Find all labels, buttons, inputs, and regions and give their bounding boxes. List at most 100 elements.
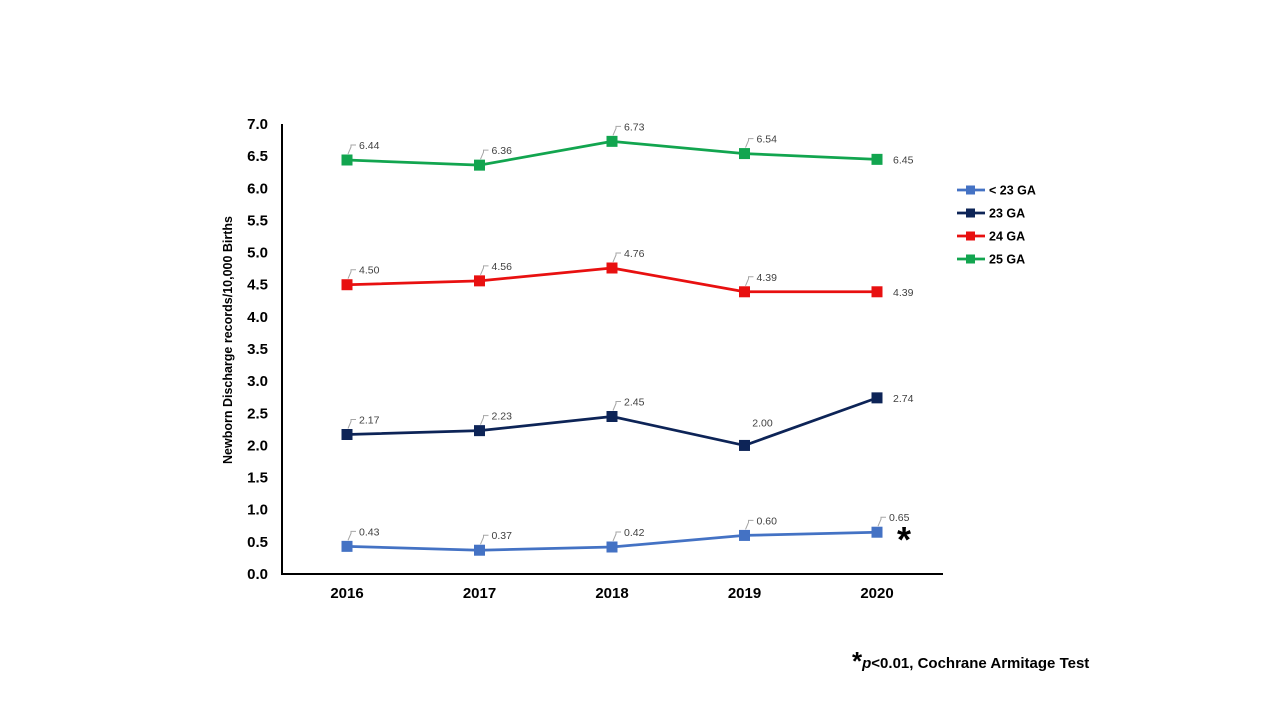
data-point [341,540,353,552]
x-tick-label: 2018 [595,585,628,602]
data-label: 2.45 [624,397,645,409]
legend-item-2: 24 GA [957,230,1025,244]
series-3 [341,135,883,171]
leader-line [612,125,621,136]
data-label: 4.56 [492,261,513,273]
leader-line [745,276,754,286]
data-point [341,429,353,440]
data-label: 2.23 [492,411,513,423]
leader-line [612,252,621,263]
leader-line [347,269,356,279]
leader-line [347,419,356,429]
x-tick-label: 2019 [728,585,761,602]
data-point [606,262,618,274]
y-tick-label: 5.0 [247,245,268,262]
leader-line [480,534,489,545]
series-1 [341,392,883,451]
data-point [606,541,618,553]
y-tick-label: 6.5 [247,148,268,165]
y-axis-ticks: 0.0 0.5 1.0 1.5 2.0 2.5 3.0 3.5 4.0 4.5 5.0 5.5 6.0 6… [247,116,268,583]
legend: < 23 GA 23 GA 24 GA 25 GA [957,184,1036,267]
y-tick-label: 4.0 [247,309,268,326]
leader-line [745,519,754,530]
data-label: 0.65 [889,512,910,524]
y-tick-label: 2.5 [247,405,268,422]
leader-line [347,144,356,155]
data-point [606,411,618,422]
data-label: 4.39 [757,272,778,284]
data-label: 0.43 [359,526,380,538]
y-axis-title: Newborn Discharge records/10,000 Births [221,216,235,464]
data-point [871,153,883,165]
legend-marker [966,254,975,264]
x-axis-ticks: 2016 2017 2018 2019 2020 [330,585,893,602]
leader-line [612,401,621,411]
data-label: 4.39 [893,287,914,299]
leader-line [480,149,489,160]
legend-marker [966,231,975,241]
footnote-p: p [862,655,872,672]
y-tick-label: 0.5 [247,534,268,551]
data-point [739,529,750,541]
footnote: *p<0.01, Cochrane Armitage Test [852,646,1089,677]
data-label: 6.44 [359,140,380,152]
y-tick-label: 3.5 [247,341,268,358]
footnote-text: <0.01, Cochrane Armitage Test [871,655,1090,672]
legend-label: 24 GA [989,230,1025,244]
data-label: 2.00 [752,417,773,429]
annotations: * [897,519,911,560]
leader-line [480,415,489,425]
legend-item-1: 23 GA [957,207,1025,221]
data-label: 4.50 [359,265,380,277]
leader-line [877,516,886,527]
legend-label: < 23 GA [989,184,1036,198]
leader-line [347,530,356,541]
data-point [341,279,353,291]
data-point [739,439,750,451]
y-tick-label: 0.0 [247,566,268,583]
y-tick-label: 4.5 [247,277,268,294]
legend-item-3: 25 GA [957,253,1025,267]
legend-marker [966,208,975,218]
significance-asterisk: * [897,519,911,560]
legend-marker [966,185,975,195]
legend-item-0: < 23 GA [957,184,1036,198]
data-point [739,286,750,298]
y-tick-label: 5.5 [247,212,268,229]
data-labels: 0.43 0.37 0.42 0.60 0.65 2.17 2.23 2.45 2.00 2.74… [347,121,914,545]
data-label: 6.54 [757,134,778,146]
data-point [341,154,353,166]
data-label: 2.17 [359,415,380,427]
leader-line [745,138,754,148]
axes [281,124,943,575]
data-point [871,286,883,298]
y-tick-label: 3.0 [247,373,268,390]
data-point [474,159,485,171]
data-label: 6.36 [492,145,513,157]
data-point [739,148,750,160]
data-point [606,135,618,147]
y-tick-label: 6.0 [247,180,268,197]
data-label: 0.42 [624,527,645,539]
x-tick-label: 2016 [330,585,363,602]
data-label: 2.74 [893,393,914,405]
data-point [474,544,485,556]
y-tick-label: 7.0 [247,116,268,133]
series-layer [341,135,883,556]
y-tick-label: 2.0 [247,437,268,454]
data-label: 4.76 [624,248,645,260]
data-label: 0.37 [492,530,513,542]
series-2 [341,262,883,298]
footnote-star: * [852,646,863,676]
legend-label: 23 GA [989,207,1025,221]
leader-line [612,531,621,542]
data-point [871,526,883,538]
x-tick-label: 2017 [463,585,496,602]
data-point [474,275,485,287]
data-label: 6.73 [624,121,645,133]
y-tick-label: 1.0 [247,502,268,519]
data-label: 0.60 [757,515,778,527]
x-tick-label: 2020 [860,585,893,602]
data-point [871,392,883,404]
